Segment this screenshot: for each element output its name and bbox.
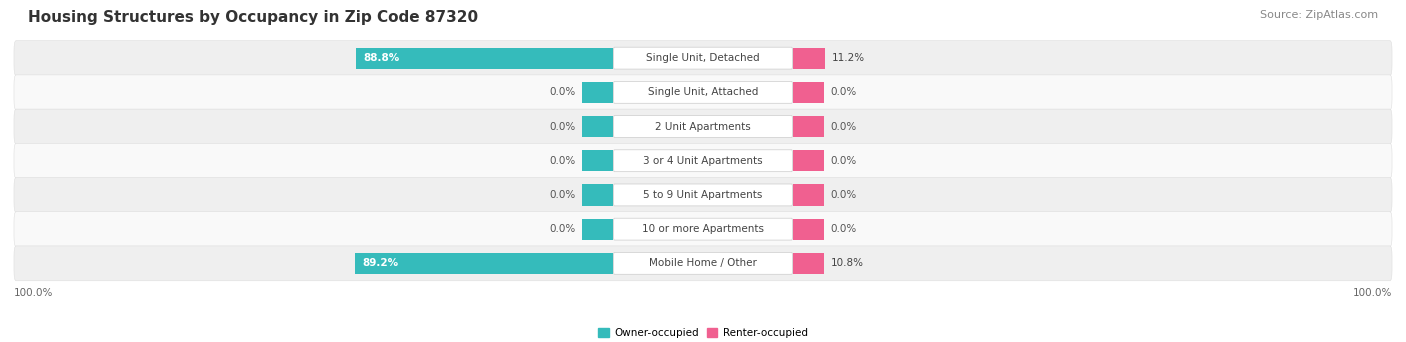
Bar [582,150,613,171]
Text: 0.0%: 0.0% [550,224,575,234]
Bar [793,253,824,274]
Bar [793,48,825,69]
Text: 100.0%: 100.0% [1353,288,1392,298]
Text: 5 to 9 Unit Apartments: 5 to 9 Unit Apartments [644,190,762,200]
FancyBboxPatch shape [613,252,793,274]
Bar [582,184,613,206]
FancyBboxPatch shape [14,109,1392,144]
Text: 88.8%: 88.8% [363,53,399,63]
FancyBboxPatch shape [14,246,1392,281]
FancyBboxPatch shape [613,116,793,137]
Text: 2 Unit Apartments: 2 Unit Apartments [655,121,751,132]
Bar [582,116,613,137]
Text: 0.0%: 0.0% [831,190,856,200]
Text: Single Unit, Attached: Single Unit, Attached [648,87,758,97]
Text: 0.0%: 0.0% [550,87,575,97]
Bar [356,253,613,274]
Bar [793,219,824,240]
Bar [793,116,824,137]
Legend: Owner-occupied, Renter-occupied: Owner-occupied, Renter-occupied [595,324,811,342]
Text: 0.0%: 0.0% [550,190,575,200]
Bar [357,48,613,69]
FancyBboxPatch shape [14,177,1392,212]
FancyBboxPatch shape [613,150,793,172]
Text: 0.0%: 0.0% [831,121,856,132]
Text: 3 or 4 Unit Apartments: 3 or 4 Unit Apartments [643,156,763,166]
Text: 0.0%: 0.0% [550,121,575,132]
Text: Housing Structures by Occupancy in Zip Code 87320: Housing Structures by Occupancy in Zip C… [28,10,478,25]
Text: 10.8%: 10.8% [831,258,863,268]
FancyBboxPatch shape [613,81,793,103]
Text: 0.0%: 0.0% [831,224,856,234]
Text: Mobile Home / Other: Mobile Home / Other [650,258,756,268]
FancyBboxPatch shape [14,41,1392,76]
Bar [582,219,613,240]
FancyBboxPatch shape [14,75,1392,110]
Text: Single Unit, Detached: Single Unit, Detached [647,53,759,63]
Text: 0.0%: 0.0% [831,87,856,97]
FancyBboxPatch shape [613,47,793,69]
Text: 100.0%: 100.0% [14,288,53,298]
Bar [793,184,824,206]
Text: 0.0%: 0.0% [831,156,856,166]
FancyBboxPatch shape [14,212,1392,247]
Text: Source: ZipAtlas.com: Source: ZipAtlas.com [1260,10,1378,20]
Text: 10 or more Apartments: 10 or more Apartments [643,224,763,234]
Text: 11.2%: 11.2% [832,53,865,63]
Bar [582,82,613,103]
FancyBboxPatch shape [613,184,793,206]
Text: 89.2%: 89.2% [363,258,398,268]
Bar [793,150,824,171]
FancyBboxPatch shape [613,218,793,240]
Bar [793,82,824,103]
FancyBboxPatch shape [14,143,1392,178]
Text: 0.0%: 0.0% [550,156,575,166]
